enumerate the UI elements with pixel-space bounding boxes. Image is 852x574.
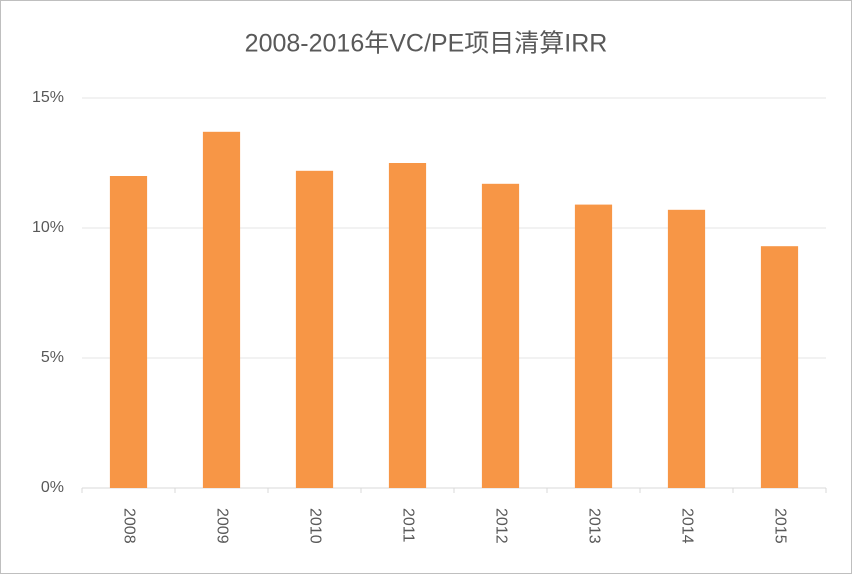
x-tick-label: 2009 [213,508,230,544]
x-tick-label: 2012 [492,508,509,544]
x-tick-label: 2010 [306,508,323,544]
y-tick-label: 5% [41,349,64,366]
bar [574,204,613,488]
y-tick-label: 15% [32,89,64,106]
x-tick-label: 2015 [771,508,788,544]
bar [760,246,799,488]
chart-title: 2008-2016年VC/PE项目清算IRR [245,30,608,58]
x-tick-label: 2008 [120,508,137,544]
bar [202,131,241,489]
bar [667,209,706,489]
x-tick-label: 2014 [678,508,695,544]
bar [109,176,148,488]
bar [388,163,427,488]
y-tick-label: 10% [32,219,64,236]
x-tick-label: 2011 [399,508,416,543]
y-tick-label: 0% [41,479,64,496]
bar [295,170,334,489]
bar [481,183,520,489]
x-tick-label: 2013 [585,508,602,544]
